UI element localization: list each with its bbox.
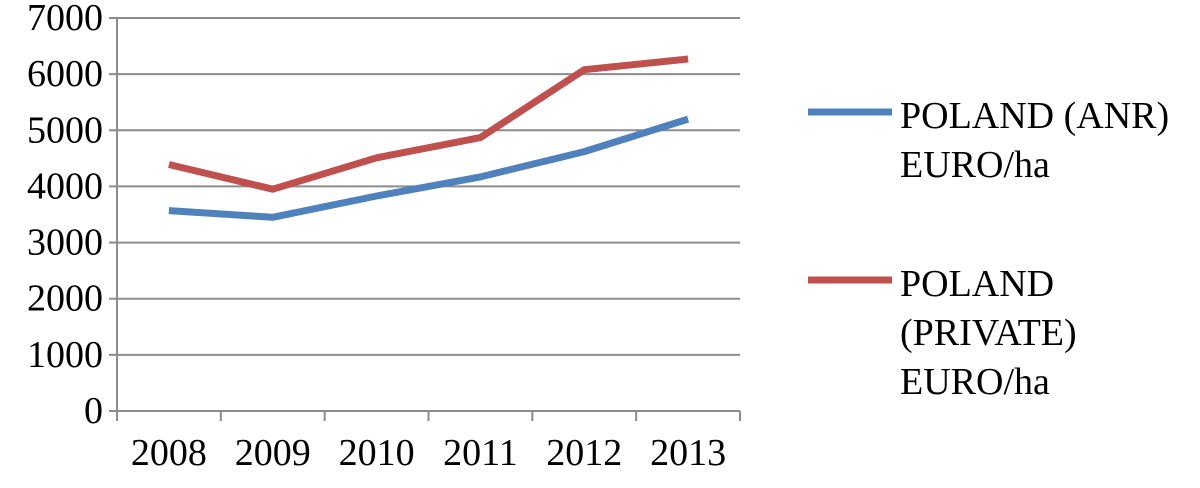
y-tick-label: 1000	[27, 334, 103, 376]
legend-label-1: POLAND (ANR)	[900, 95, 1169, 137]
y-tick-label: 7000	[27, 0, 103, 39]
legend-label-1: EURO/ha	[900, 144, 1050, 186]
legend: POLAND (ANR) EURO/ha POLAND (PRIVATE) EURO/h…	[808, 95, 1169, 403]
axes	[109, 17, 741, 421]
y-tick-labels: 0 1000 2000 3000 4000 5000 6000 7000	[27, 0, 103, 432]
gridlines	[117, 17, 740, 356]
y-tick-label: 2000	[27, 278, 103, 320]
y-tick-label: 3000	[27, 222, 103, 264]
x-tick-label: 2008	[131, 432, 207, 474]
series-line-1	[168, 115, 690, 221]
y-tick-label: 6000	[27, 53, 103, 95]
y-tick-label: 4000	[27, 165, 103, 207]
legend-label-2: (PRIVATE)	[900, 312, 1077, 354]
series-line-2	[168, 55, 689, 193]
legend-label-2: EURO/ha	[900, 361, 1050, 403]
y-tick-label: 0	[84, 390, 103, 432]
x-tick-label: 2012	[546, 432, 622, 474]
x-tick-label: 2009	[235, 432, 311, 474]
series-lines	[168, 55, 690, 221]
x-tick-label: 2011	[443, 432, 518, 474]
y-tick-label: 5000	[27, 109, 103, 151]
x-tick-label: 2010	[339, 432, 415, 474]
legend-label-2: POLAND	[900, 263, 1054, 305]
x-tick-label: 2013	[650, 432, 726, 474]
x-tick-labels: 2008 2009 2010 2011 2012 2013	[131, 432, 726, 474]
